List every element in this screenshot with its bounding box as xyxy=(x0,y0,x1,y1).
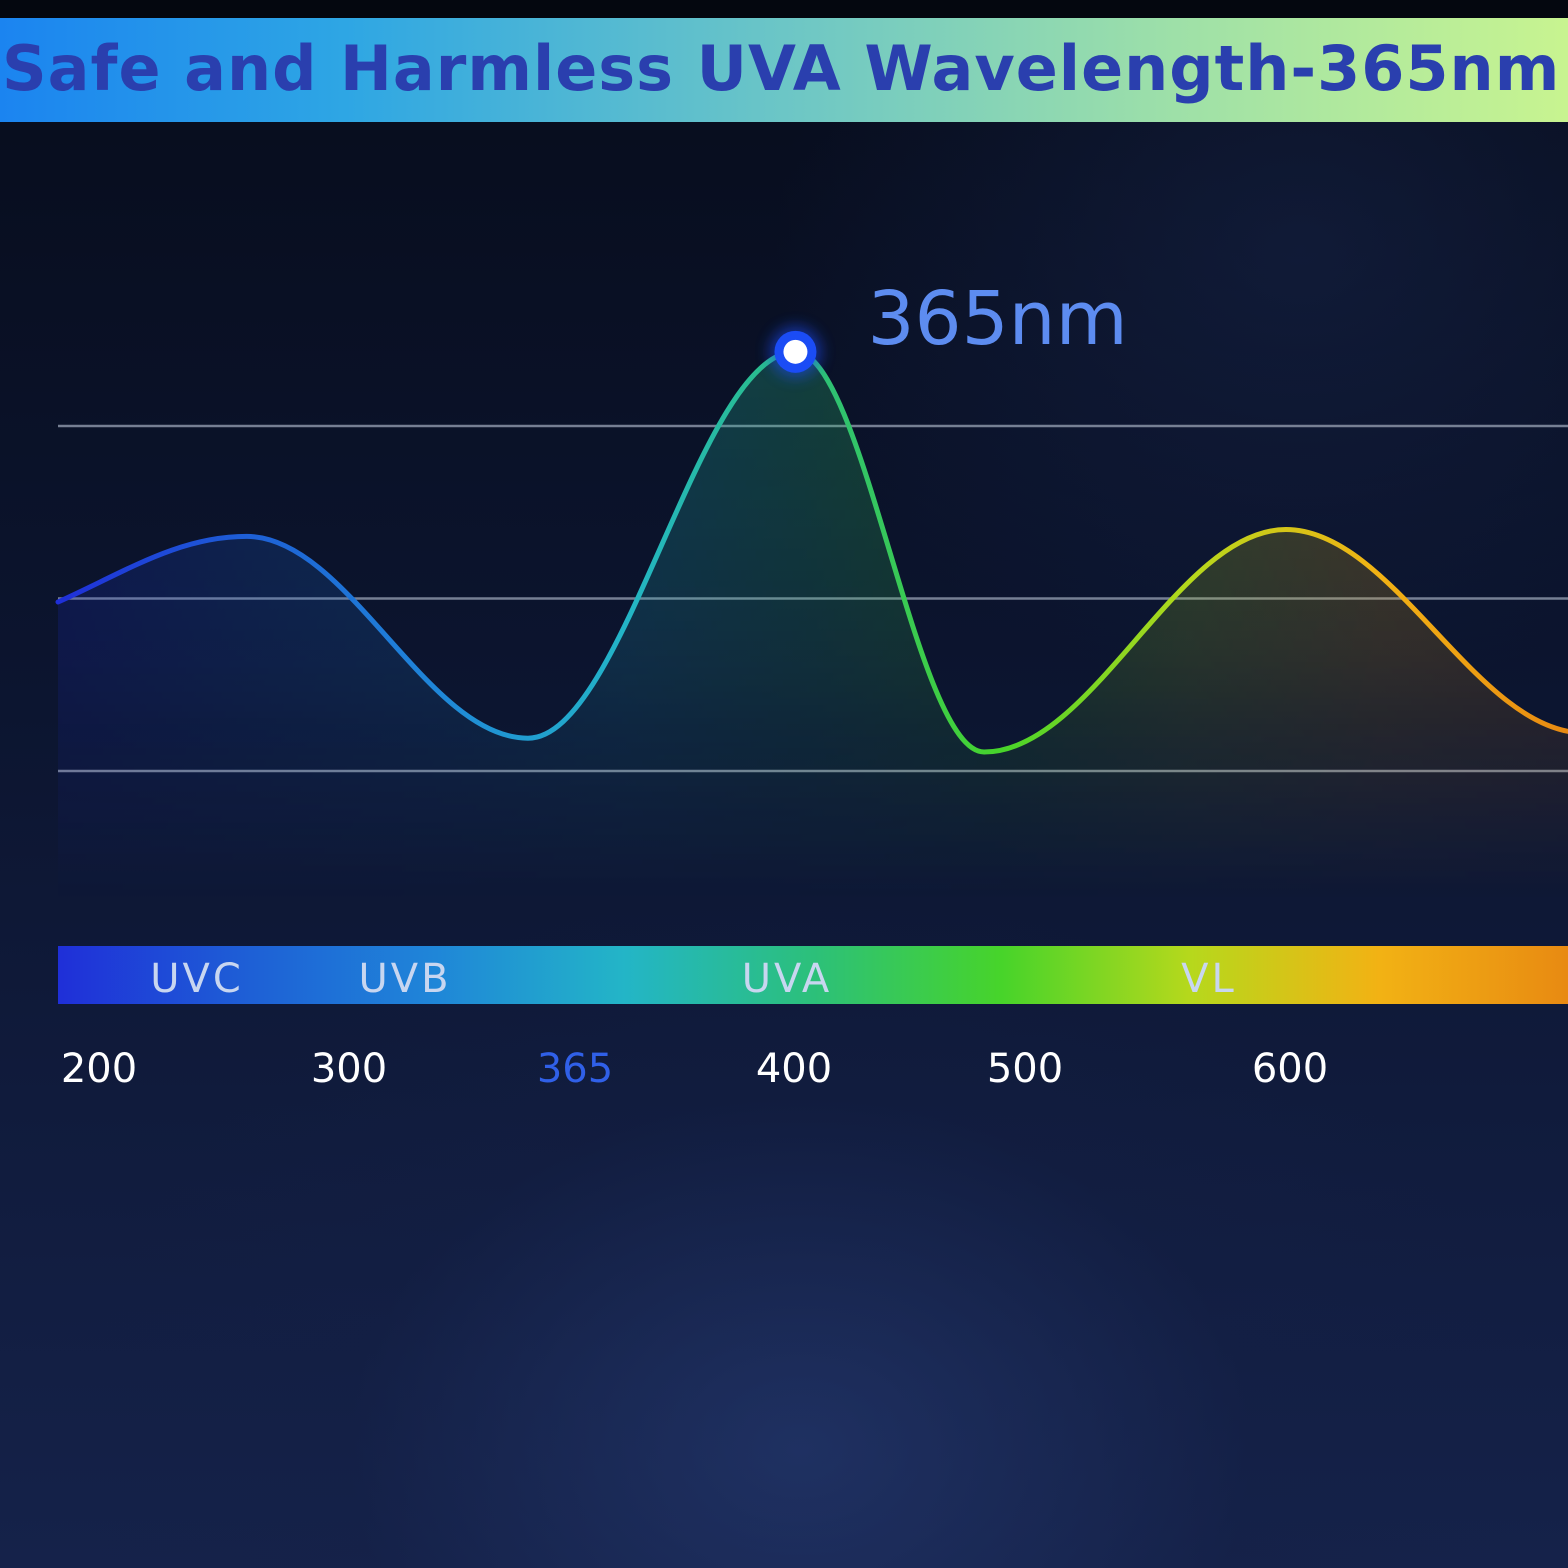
x-tick-label-600: 600 xyxy=(1252,1046,1328,1092)
peak-label: 365nm xyxy=(867,276,1127,362)
x-tick-label-200: 200 xyxy=(61,1046,137,1092)
band-label-uva: UVA xyxy=(742,956,832,1002)
band-labels: UVC UVB UVA VL xyxy=(150,956,1237,1002)
x-tick-label-365: 365 xyxy=(537,1046,613,1092)
title-banner: Safe and Harmless UVA Wavelength-365nm xyxy=(0,18,1568,122)
peak-marker-dot xyxy=(783,339,808,364)
band-label-uvb: UVB xyxy=(358,956,451,1002)
x-tick-label-400: 400 xyxy=(756,1046,832,1092)
chart-title: Safe and Harmless UVA Wavelength-365nm xyxy=(2,32,1561,105)
x-tick-label-300: 300 xyxy=(311,1046,387,1092)
x-tick-label-500: 500 xyxy=(987,1046,1063,1092)
spectrum-band-bar xyxy=(58,946,1568,1004)
x-tick-labels: 200 300 365 400 500 600 xyxy=(61,1046,1328,1092)
band-label-uvc: UVC xyxy=(150,956,244,1002)
peak-marker xyxy=(769,325,822,378)
curve-area-fill xyxy=(58,351,1568,900)
top-strip xyxy=(0,0,1568,18)
band-label-vl: VL xyxy=(1181,956,1237,1002)
series-line xyxy=(55,349,1568,755)
